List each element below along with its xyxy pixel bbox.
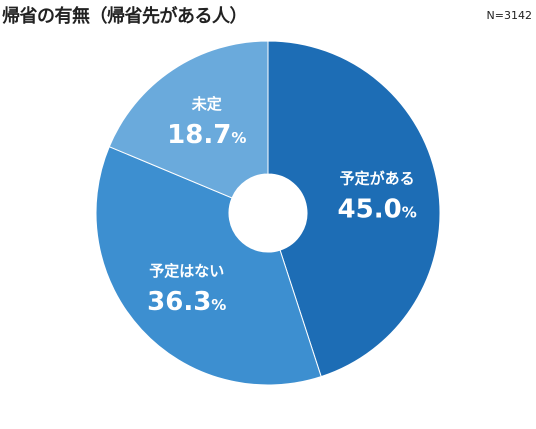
slice-value-2: 36.3% (147, 287, 226, 317)
chart-title: 帰省の有無（帰省先がある人） (2, 6, 248, 27)
slice-label-1: 予定がある 45.0% (338, 170, 417, 225)
slice-1 (267, 40, 441, 378)
sample-size-note: N=3142 (486, 9, 532, 22)
slice-value-1: 45.0% (338, 195, 417, 225)
slice-name-1: 予定がある (340, 170, 415, 188)
slice-label-3: 未定 18.7% (167, 95, 246, 150)
slice-name-3: 未定 (191, 95, 222, 113)
slice-3 (108, 40, 269, 199)
slice-name-2: 予定はない (149, 262, 224, 280)
slice-value-3: 18.7% (167, 120, 246, 150)
slice-label-2: 予定はない 36.3% (147, 262, 226, 317)
slice-2 (95, 146, 322, 386)
